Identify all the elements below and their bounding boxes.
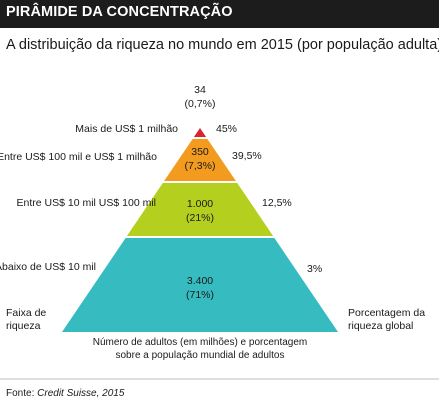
tier-2-adults-value: 350: [191, 146, 209, 158]
tier-3-range-label: Entre US$ 10 mil US$ 100 mil: [17, 197, 156, 209]
tier-1-wealth-share: 45%: [216, 123, 237, 135]
pyramid-tier-1: [193, 128, 207, 137]
tier-1-adults-value: 34: [194, 84, 206, 96]
left-axis-label-line-2: riqueza: [6, 320, 41, 332]
pyramid-tier-2: [164, 139, 236, 181]
right-axis-label-line-2: riqueza global: [348, 320, 413, 332]
tier-2-adults-pct: (7,3%): [185, 160, 216, 172]
tier-3-wealth-share: 12,5%: [262, 197, 292, 209]
tier-3-adults-value: 1.000: [187, 198, 213, 210]
tier-1-adults-pct: (0,7%): [185, 98, 216, 110]
tier-2-range-label: Entre US$ 100 mil e US$ 1 milhão: [0, 151, 157, 163]
tier-4-range-label: Abaixo de US$ 10 mil: [0, 261, 96, 273]
tier-2-wealth-share: 39,5%: [232, 150, 262, 162]
source-prefix: Fonte:: [6, 388, 35, 399]
pyramid-tier-3: [126, 183, 274, 236]
chart-subtitle: A distribuição da riqueza no mundo em 20…: [6, 37, 439, 53]
tier-4-adults-value: 3.400: [187, 275, 213, 287]
header: PIRÂMIDE DA CONCENTRAÇÃO: [0, 0, 439, 28]
right-axis-label-line-1: Porcentagem da: [348, 307, 425, 319]
tier-3-adults-pct: (21%): [186, 212, 214, 224]
tier-4-adults-pct: (71%): [186, 289, 214, 301]
pyramid-tier-4: [62, 238, 338, 332]
center-label-line-2: sobre a população mundial de adultos: [115, 350, 284, 361]
tier-4-wealth-share: 3%: [307, 263, 322, 275]
source-note: Fonte: Credit Suisse, 2015: [6, 388, 124, 399]
left-axis-label-line-1: Faixa de: [6, 307, 46, 319]
center-label-line-1: Número de adultos (em milhões) e porcent…: [93, 337, 308, 348]
page-title: PIRÂMIDE DA CONCENTRAÇÃO: [6, 4, 233, 20]
header-bar: [0, 0, 439, 28]
source-name: Credit Suisse, 2015: [37, 388, 125, 399]
tier-1-range-label: Mais de US$ 1 milhão: [75, 123, 178, 135]
